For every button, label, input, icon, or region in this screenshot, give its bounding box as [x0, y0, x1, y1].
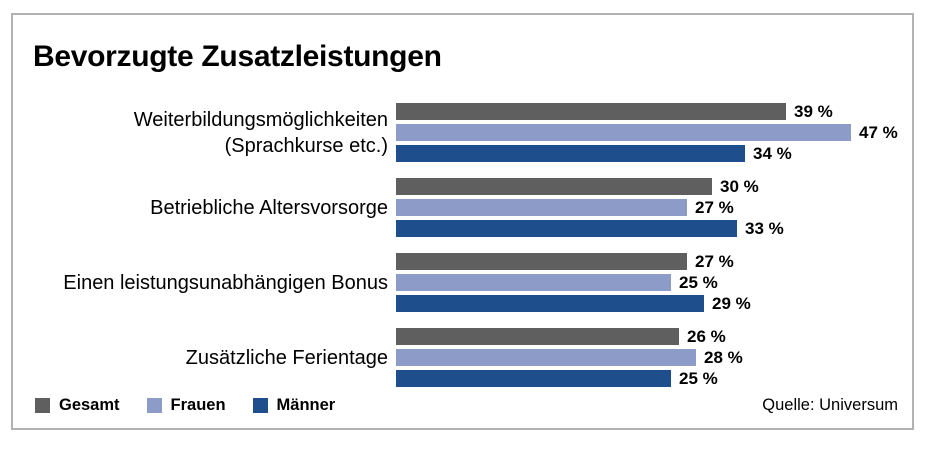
bar-row: 29 %: [396, 293, 751, 313]
bar-group: Einen leistungsunabhängigen Bonus 27 % 2…: [13, 251, 912, 313]
bar: [396, 349, 696, 366]
legend-swatch-icon: [252, 398, 268, 413]
bar: [396, 124, 851, 141]
group-bars: 39 % 47 % 34 %: [396, 101, 898, 163]
value-label: 25 %: [679, 368, 718, 388]
chart-title: Bevorzugte Zusatzleistungen: [33, 40, 442, 73]
bar: [396, 253, 687, 270]
legend-item: Gesamt: [35, 396, 120, 415]
category-label: Betriebliche Altersvorsorge: [13, 178, 396, 237]
chart-frame: Bevorzugte Zusatzleistungen Weiterbildun…: [11, 13, 914, 430]
value-label: 30 %: [720, 176, 759, 196]
group-bars: 27 % 25 % 29 %: [396, 251, 751, 313]
legend-label: Frauen: [170, 396, 226, 414]
bar-group: Weiterbildungsmöglichkeiten (Sprachkurse …: [13, 101, 912, 163]
bar-plot: Weiterbildungsmöglichkeiten (Sprachkurse …: [13, 101, 912, 403]
category-label-line: Zusätzliche Ferientage: [185, 346, 388, 369]
category-label: Weiterbildungsmöglichkeiten (Sprachkurse …: [13, 103, 396, 162]
category-label: Zusätzliche Ferientage: [13, 328, 396, 387]
value-label: 26 %: [687, 326, 726, 346]
value-label: 47 %: [859, 122, 898, 142]
bar: [396, 103, 786, 120]
legend: Gesamt Frauen Männer: [35, 396, 335, 415]
group-bars: 30 % 27 % 33 %: [396, 176, 784, 238]
value-label: 28 %: [704, 347, 743, 367]
bar: [396, 328, 679, 345]
value-label: 34 %: [753, 143, 792, 163]
category-label-line: Weiterbildungsmöglichkeiten: [133, 108, 388, 131]
bar-row: 27 %: [396, 251, 751, 271]
category-label-line: Betriebliche Altersvorsorge: [150, 196, 388, 219]
bar: [396, 295, 704, 312]
bar: [396, 178, 712, 195]
bar: [396, 145, 745, 162]
legend-label: Gesamt: [59, 396, 120, 414]
category-label: Einen leistungsunabhängigen Bonus: [13, 253, 396, 312]
bar-row: 47 %: [396, 122, 898, 142]
legend-swatch-icon: [35, 398, 50, 413]
category-label-line: (Sprachkurse etc.): [224, 134, 388, 157]
bar: [396, 274, 671, 291]
bar: [396, 220, 737, 237]
legend-item: Männer: [252, 396, 336, 415]
bar-row: 26 %: [396, 326, 743, 346]
bar-row: 25 %: [396, 368, 743, 388]
value-label: 27 %: [695, 197, 734, 217]
bar-group: Zusätzliche Ferientage 26 % 28 % 25 %: [13, 326, 912, 388]
bar-row: 28 %: [396, 347, 743, 367]
legend-item: Frauen: [146, 396, 226, 415]
bar: [396, 199, 687, 216]
legend-swatch-icon: [146, 398, 162, 413]
value-label: 27 %: [695, 251, 734, 271]
value-label: 25 %: [679, 272, 718, 292]
bar-row: 27 %: [396, 197, 784, 217]
source-note: Quelle: Universum: [762, 396, 898, 414]
category-label-line: Einen leistungsunabhängigen Bonus: [63, 271, 388, 294]
bar-row: 39 %: [396, 101, 898, 121]
bar-row: 33 %: [396, 218, 784, 238]
value-label: 33 %: [745, 218, 784, 238]
value-label: 29 %: [712, 293, 751, 313]
value-label: 39 %: [794, 101, 833, 121]
bar: [396, 370, 671, 387]
bar-row: 34 %: [396, 143, 898, 163]
bar-group: Betriebliche Altersvorsorge 30 % 27 % 33…: [13, 176, 912, 238]
legend-label: Männer: [276, 396, 336, 414]
group-bars: 26 % 28 % 25 %: [396, 326, 743, 388]
bar-row: 30 %: [396, 176, 784, 196]
bar-row: 25 %: [396, 272, 751, 292]
